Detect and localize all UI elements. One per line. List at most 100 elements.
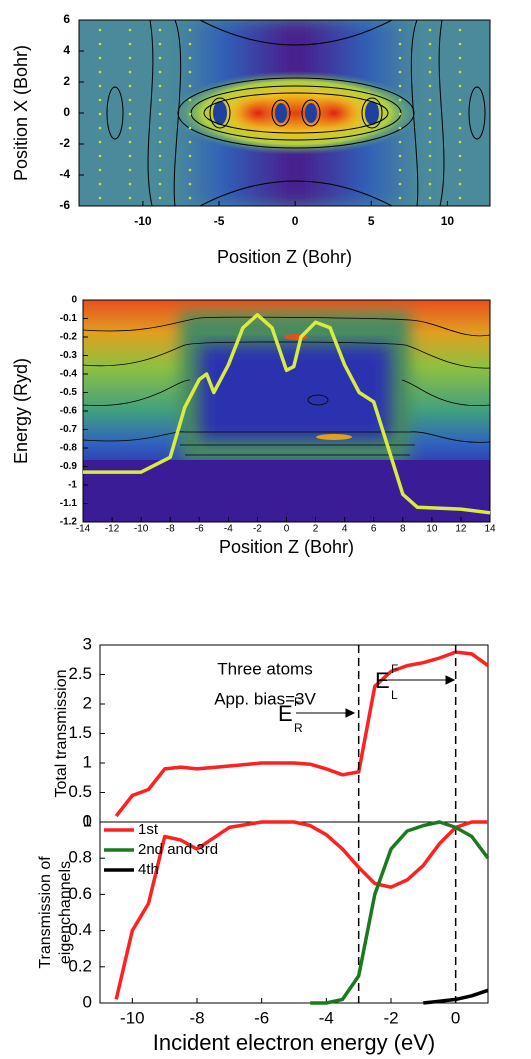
y-tick-label: 3	[83, 634, 92, 653]
field-dot	[458, 70, 462, 74]
contour-bg	[83, 300, 490, 522]
field-dot	[128, 70, 132, 74]
field-dot	[158, 154, 162, 158]
field-dot	[398, 182, 402, 186]
y-tick-label: 0.4	[68, 920, 92, 939]
field-dot	[458, 196, 462, 200]
y-tick-label: -6	[59, 198, 70, 212]
y-tick-label: 2	[63, 74, 70, 88]
field-dot	[98, 112, 102, 116]
field-dot	[128, 196, 132, 200]
field-dot	[398, 112, 402, 116]
field-dot	[188, 56, 192, 60]
legend-label: 4th	[138, 861, 159, 878]
field-dot	[428, 42, 432, 46]
field-dot	[458, 112, 462, 116]
field-dot	[458, 168, 462, 172]
field-dot	[158, 182, 162, 186]
y-tick-label: -2	[59, 136, 70, 150]
x-tick-label: -5	[214, 214, 225, 228]
y-tick-label: 1.5	[68, 723, 92, 742]
series-line	[423, 988, 489, 1005]
y-tick-label: -0.4	[60, 369, 78, 380]
field-dot	[158, 70, 162, 74]
x-tick-label: -4	[319, 1008, 334, 1027]
series-line	[310, 820, 490, 1005]
field-dot	[158, 168, 162, 172]
field-dot	[398, 126, 402, 130]
field-dot	[458, 42, 462, 46]
field-dot	[98, 84, 102, 88]
field-dot	[428, 112, 432, 116]
field-dot	[98, 42, 102, 46]
y-tick-label: -0.1	[60, 313, 78, 324]
field-dot	[428, 28, 432, 32]
field-dot	[158, 112, 162, 116]
x-tick-label: 6	[371, 524, 377, 535]
x-tick-label: -12	[105, 524, 120, 535]
field-dot	[158, 56, 162, 60]
y-tick-label: 1	[83, 752, 92, 771]
field-dot	[158, 28, 162, 32]
field-dot	[188, 84, 192, 88]
fermi-symbol: E	[278, 701, 293, 726]
field-dot	[128, 126, 132, 130]
field-dot	[428, 98, 432, 102]
field-dot	[158, 84, 162, 88]
y-tick-label: -0.3	[60, 350, 78, 361]
field-dot	[128, 42, 132, 46]
field-dot	[398, 28, 402, 32]
field-dot	[128, 56, 132, 60]
field-dot	[158, 42, 162, 46]
x-tick-label: 14	[484, 524, 496, 535]
field-dot	[128, 168, 132, 172]
annotation: Three atoms	[217, 659, 312, 678]
fermi-sub: R	[294, 721, 303, 735]
field-dot	[188, 196, 192, 200]
field-dot	[128, 182, 132, 186]
x-tick-label: 4	[342, 524, 348, 535]
y-tick-label: -1	[68, 480, 77, 491]
field-dot	[128, 140, 132, 144]
field-dot	[188, 140, 192, 144]
field-dot	[188, 154, 192, 158]
x-tick-label: 5	[368, 214, 375, 228]
field-dot	[398, 70, 402, 74]
y-tick-label: 0	[63, 105, 70, 119]
field-dot	[158, 98, 162, 102]
y-axis-label: eigenchannels	[57, 861, 74, 964]
series-line	[114, 820, 488, 1000]
y-tick-label: -0.7	[60, 424, 78, 435]
x-tick-label: -8	[166, 524, 175, 535]
field-dot	[98, 154, 102, 158]
field-dot	[458, 28, 462, 32]
field-dot	[98, 56, 102, 60]
field-dot	[428, 126, 432, 130]
field-dot	[98, 140, 102, 144]
x-tick-label: 0	[451, 1008, 460, 1027]
y-tick-label: 0.6	[68, 884, 92, 903]
field-dot	[98, 196, 102, 200]
y-axis-label: Transmission of	[37, 856, 54, 969]
y-tick-label: 0	[83, 811, 92, 830]
x-tick-label: -10	[120, 1008, 145, 1027]
field-dot	[428, 168, 432, 172]
heatmap-bg	[79, 20, 490, 206]
field-dot	[458, 140, 462, 144]
annotation: App. bias=3V	[214, 689, 316, 708]
x-tick-label: -14	[76, 524, 91, 535]
field-dot	[188, 70, 192, 74]
y-tick-label: -0.6	[60, 406, 78, 417]
x-axis-label: Incident electron energy (eV)	[153, 1030, 436, 1055]
field-dot	[188, 42, 192, 46]
y-tick-label: -0.2	[60, 332, 78, 343]
field-dot	[98, 98, 102, 102]
field-dot	[398, 84, 402, 88]
y-tick-label: -1.2	[60, 517, 78, 528]
x-tick-label: 10	[441, 214, 455, 228]
field-dot	[128, 154, 132, 158]
field-dot	[128, 28, 132, 32]
field-dot	[398, 98, 402, 102]
field-dot	[158, 126, 162, 130]
